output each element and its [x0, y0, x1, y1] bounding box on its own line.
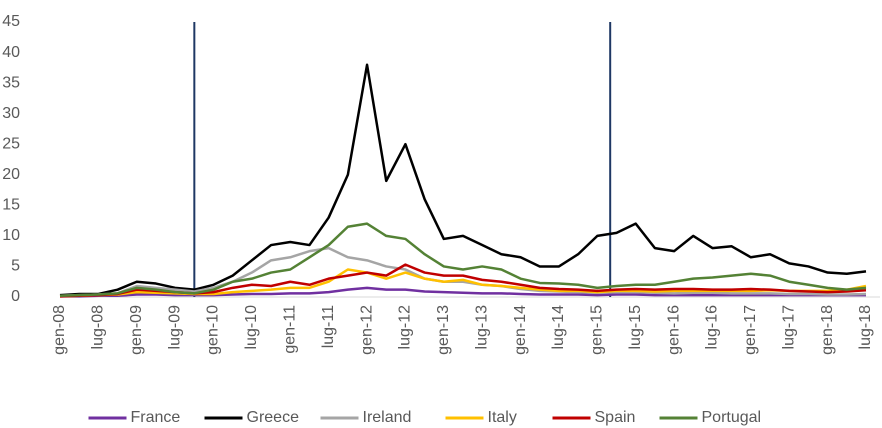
y-tick-label: 10: [2, 227, 20, 244]
x-tick-label: gen-18: [819, 305, 836, 355]
x-tick-label: gen-08: [51, 305, 68, 355]
line-series: [59, 222, 867, 298]
line-series: [59, 63, 867, 297]
x-tick-label: lug-08: [90, 305, 107, 350]
legend-label: Portugal: [702, 409, 762, 426]
y-tick-label: 40: [2, 44, 20, 61]
x-tick-label: lug-09: [166, 305, 183, 350]
line-series: [59, 246, 867, 298]
x-tick-label: gen-09: [128, 305, 145, 355]
y-tick-label: 0: [11, 288, 20, 305]
x-tick-label: gen-13: [435, 305, 452, 355]
x-tick-label: gen-16: [665, 305, 682, 355]
x-tick-label: gen-12: [358, 305, 375, 355]
x-tick-label: gen-15: [589, 305, 606, 355]
y-tick-label: 30: [2, 105, 20, 122]
y-tick-label: 5: [11, 258, 20, 275]
x-tick-label: gen-14: [512, 305, 529, 355]
y-tick-label: 35: [2, 74, 20, 91]
x-tick-label: lug-12: [397, 305, 414, 350]
x-tick-label: lug-15: [627, 305, 644, 350]
x-tick-label: lug-17: [780, 305, 797, 350]
x-tick-label: lug-16: [704, 305, 721, 350]
x-tick-label: lug-11: [320, 305, 337, 348]
x-tick-label: lug-13: [473, 305, 490, 350]
x-tick-label: gen-17: [742, 305, 759, 355]
legend-label: Spain: [595, 409, 636, 426]
legend-label: Ireland: [363, 409, 412, 426]
y-tick-label: 15: [2, 197, 20, 214]
x-tick-label: lug-10: [243, 305, 260, 350]
x-tick-label: gen-11: [282, 305, 299, 354]
y-tick-label: 25: [2, 135, 20, 152]
x-tick-label: lug-18: [857, 305, 874, 350]
x-tick-label: lug-14: [550, 305, 567, 350]
legend-label: Italy: [488, 409, 517, 426]
y-tick-label: 20: [2, 166, 20, 183]
legend-label: France: [131, 409, 181, 426]
y-tick-label: 45: [2, 13, 20, 30]
x-tick-label: gen-10: [205, 305, 222, 355]
legend-label: Greece: [247, 409, 300, 426]
